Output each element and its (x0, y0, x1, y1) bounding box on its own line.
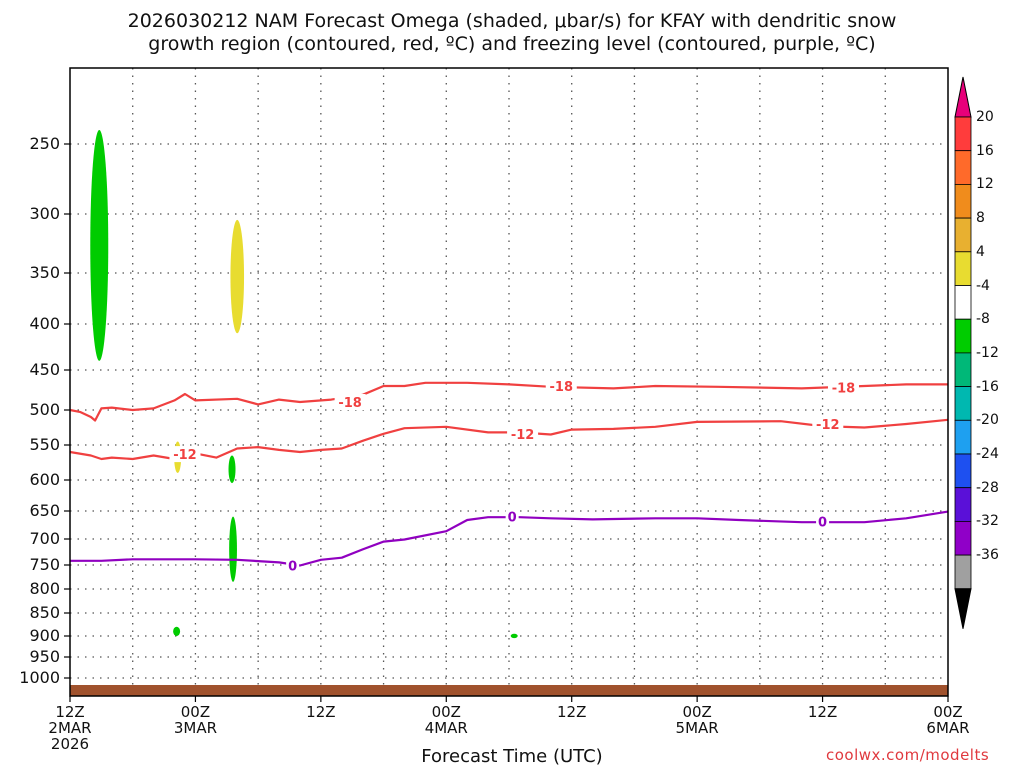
contour-label-bg (827, 379, 859, 396)
x-tick-label: 12Z (807, 703, 838, 721)
colorbar-swatch (954, 487, 972, 522)
contour-label: -18 (550, 380, 574, 395)
x-tick-label: 00Z (682, 703, 712, 721)
contour-line (69, 418, 949, 461)
contour-label-bg (286, 557, 300, 574)
x-tick-label: 00Z (933, 703, 963, 721)
y-tick-label: 850 (29, 603, 60, 622)
y-tick-label: 450 (29, 360, 60, 379)
x-tick-label: 4MAR (424, 719, 468, 737)
colorbar-label: -36 (976, 547, 999, 564)
y-tick-label: 800 (29, 579, 60, 598)
chart-title-line-1: 2026030212 NAM Forecast Omega (shaded, μ… (127, 10, 897, 32)
contour-label: 0 (288, 559, 297, 574)
contour-label: -12 (511, 428, 535, 443)
colorbar-label: -20 (976, 412, 999, 429)
plot-area (70, 68, 948, 696)
colorbar-swatch (954, 150, 972, 185)
contour-line (70, 510, 949, 567)
contour-label-bg (545, 378, 577, 394)
plot-frame (69, 67, 949, 697)
y-tick-label: 250 (29, 134, 60, 153)
colorbar-swatch (954, 352, 972, 387)
ground-strip (70, 685, 948, 696)
colorbar-label: -16 (976, 378, 999, 395)
contour-label: 0 (508, 511, 517, 526)
x-tick-label: 00Z (180, 703, 211, 721)
colorbar-label: 4 (976, 243, 985, 260)
y-tick-label: 900 (29, 626, 60, 645)
colorbar-label: 20 (976, 109, 994, 125)
colorbar-label: -32 (976, 513, 999, 530)
y-tick-label: 750 (29, 555, 60, 574)
omega-shaded-region (228, 455, 236, 484)
colorbar-swatch (954, 318, 972, 354)
contour-label-bg (507, 425, 539, 442)
x-tick-label: 12Z (306, 703, 336, 721)
colorbar-label: 8 (976, 210, 985, 227)
colorbar-swatch (954, 419, 972, 455)
colorbar-swatch (954, 251, 972, 286)
x-tick-label: 2MAR (48, 719, 92, 737)
colorbar-label: 16 (976, 142, 994, 159)
colorbar-bottom-arrow (954, 588, 972, 629)
x-tick-label: 3MAR (173, 719, 217, 737)
y-tick-label: 350 (29, 263, 60, 282)
colorbar-swatch (954, 116, 972, 152)
omega-shaded-region (510, 633, 518, 639)
x-axis-title: Forecast Time (UTC) (421, 746, 603, 767)
contour-label-bg (812, 416, 844, 432)
y-tick-label: 650 (29, 501, 60, 520)
colorbar-label: -28 (976, 479, 999, 496)
contour-label-bg (169, 446, 201, 463)
colorbar-swatch (954, 521, 972, 556)
colorbar-swatch (954, 217, 972, 253)
contour-label-bg (334, 394, 366, 410)
omega-shaded-region (173, 626, 181, 637)
colorbar-swatch (954, 554, 972, 590)
omega-shaded-region (90, 130, 109, 361)
x-tick-label: 5MAR (675, 719, 719, 737)
contour-label: -12 (816, 418, 840, 433)
y-tick-label: 700 (29, 529, 60, 548)
colorbar-label: -24 (976, 446, 999, 462)
y-tick-label: 500 (29, 400, 60, 419)
contour-label: -18 (338, 396, 362, 411)
y-tick-label: 950 (29, 647, 60, 666)
contour-line (69, 381, 948, 422)
y-tick-label: 300 (29, 204, 60, 223)
omega-shaded-region (230, 219, 245, 334)
colorbar-label: -4 (976, 277, 990, 294)
x-tick-label: 12Z (55, 703, 85, 721)
y-tick-label: 1000 (19, 668, 60, 687)
contour-label: -18 (832, 382, 856, 397)
x-tick-label: 2026 (50, 735, 90, 753)
x-tick-label: 12Z (557, 703, 587, 721)
y-tick-label: 400 (29, 314, 60, 333)
y-tick-label: 550 (29, 435, 60, 454)
x-tick-label: 00Z (431, 703, 461, 721)
colorbar-label: -12 (976, 344, 999, 361)
omega-shaded-region (229, 516, 237, 582)
colorbar-swatch (954, 285, 972, 320)
colorbar-label: -8 (976, 311, 990, 328)
contour-label: -12 (173, 448, 197, 463)
colorbar-top-arrow (954, 76, 972, 118)
y-tick-label: 600 (29, 470, 60, 489)
contour-label-bg (816, 513, 830, 530)
credit-text: coolwx.com/modelts (826, 746, 990, 764)
colorbar-swatch (954, 453, 972, 489)
colorbar-swatch (954, 386, 972, 421)
x-tick-label: 6MAR (926, 719, 970, 737)
chart-title-line-2: growth region (contoured, red, ºC) and f… (148, 33, 876, 55)
colorbar-label: 12 (976, 176, 994, 193)
contour-label-bg (505, 508, 519, 525)
contour-label: 0 (818, 516, 827, 531)
colorbar-swatch (954, 183, 972, 219)
